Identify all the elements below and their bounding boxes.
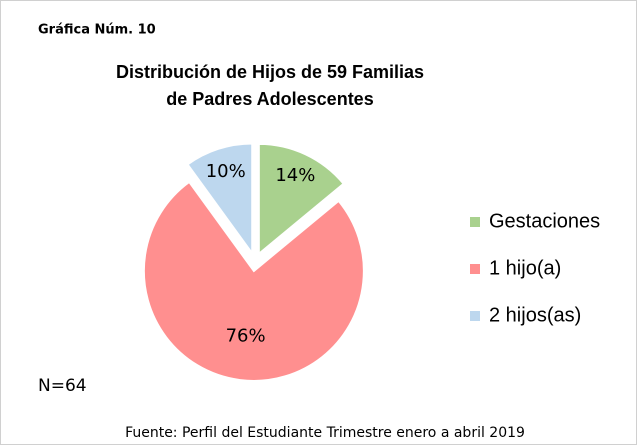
figure-label: Gráfica Núm. 10 — [38, 23, 156, 38]
pie-slice — [142, 180, 365, 382]
chart-title: Distribución de Hijos de 59 Familias — [116, 62, 424, 82]
chart-title: de Padres Adolescentes — [166, 89, 373, 109]
data-label: 76% — [226, 325, 266, 346]
annotation: N=64 — [38, 376, 87, 396]
pie-slice — [186, 142, 254, 257]
data-label: 14% — [275, 165, 315, 186]
source: Fuente: Perfil del Estudiante Trimestre … — [125, 425, 525, 441]
legend-swatch — [470, 264, 480, 274]
legend-swatch — [470, 311, 480, 321]
data-label: 10% — [206, 161, 246, 182]
pie-slice — [257, 142, 345, 256]
legend-swatch — [470, 217, 480, 227]
legend-label: 1 hijo(a) — [489, 257, 561, 279]
legend-label: Gestaciones — [489, 210, 600, 232]
legend-label: 2 hijos(as) — [489, 304, 581, 326]
